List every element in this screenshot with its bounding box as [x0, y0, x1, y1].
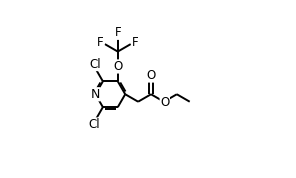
Text: F: F — [97, 36, 104, 49]
Text: N: N — [91, 88, 100, 101]
Text: Cl: Cl — [89, 118, 100, 131]
Text: F: F — [132, 36, 138, 49]
Text: O: O — [113, 60, 123, 73]
Text: F: F — [115, 26, 121, 39]
Text: O: O — [160, 96, 169, 109]
Text: Cl: Cl — [90, 57, 101, 71]
Text: O: O — [147, 69, 156, 82]
